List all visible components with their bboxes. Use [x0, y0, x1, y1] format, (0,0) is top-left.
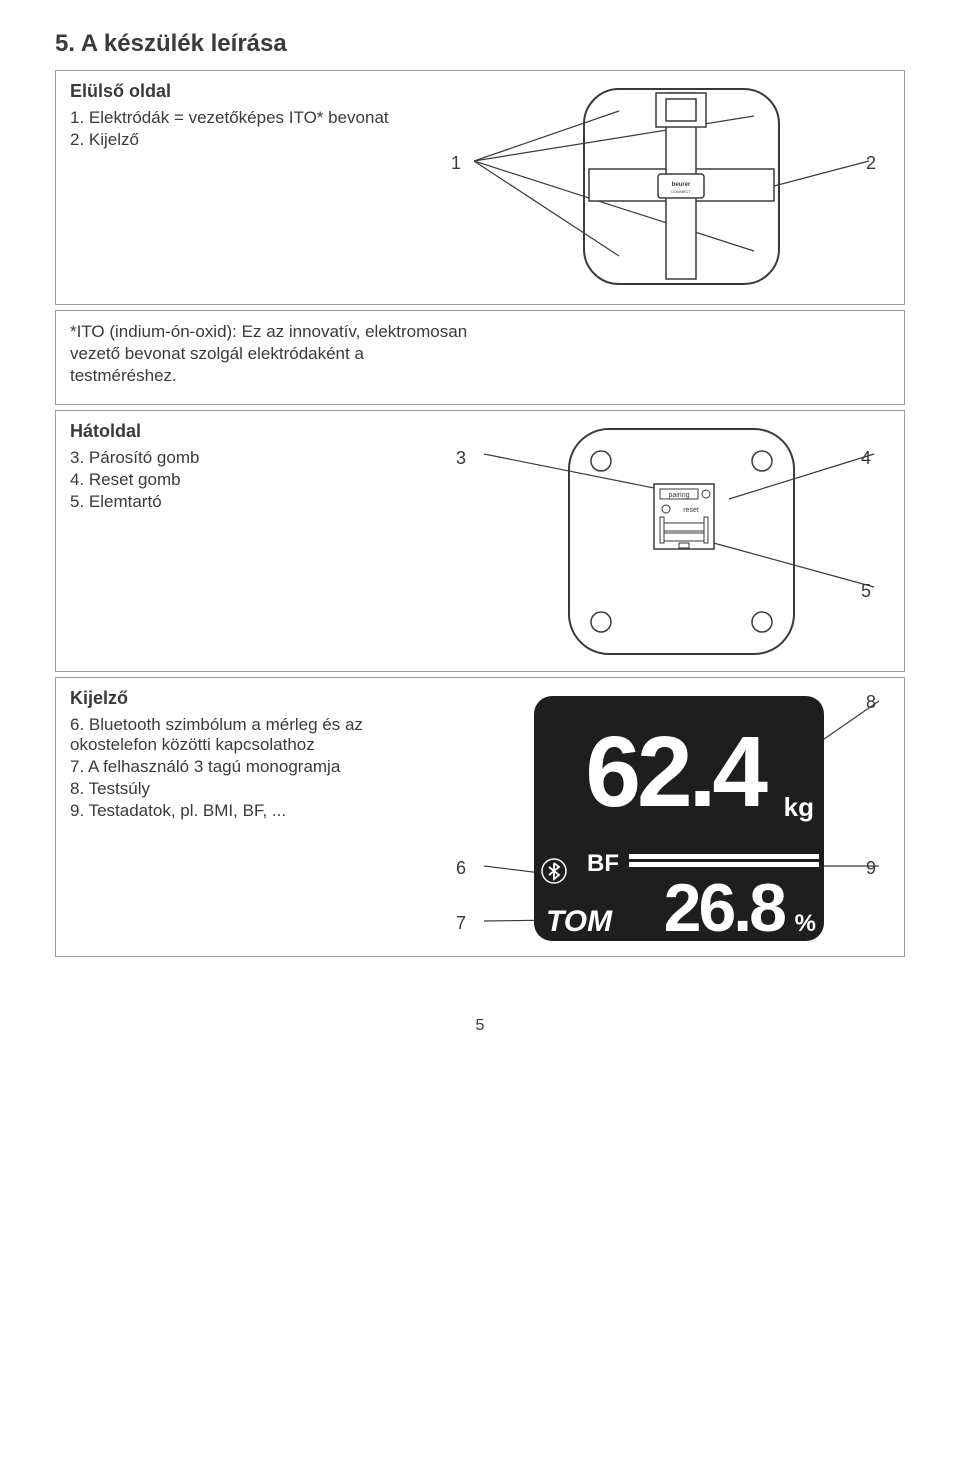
back-side-box: Hátoldal 3. Párosító gomb 4. Reset gomb …	[55, 410, 905, 672]
svg-text:%: %	[795, 910, 816, 937]
svg-text:pairing: pairing	[668, 492, 689, 499]
ito-note-box: *ITO (indium-ón-oxid): Ez az innovatív, …	[55, 310, 905, 405]
svg-text:TOM: TOM	[546, 905, 613, 938]
front-side-box: Elülső oldal 1. Elektródák = vezetőképes…	[55, 70, 905, 305]
svg-text:beurer: beurer	[672, 182, 691, 188]
svg-text:reset: reset	[683, 507, 699, 514]
svg-text:CONNECT: CONNECT	[671, 189, 691, 194]
scale-front-diagram: beurer CONNECT	[474, 81, 884, 296]
display-box: Kijelző 6. Bluetooth szimbólum a mérleg …	[55, 677, 905, 957]
lcd-display-diagram: 62.4 kg BF 26.8 % TOM	[484, 686, 884, 946]
scale-back-diagram: pairing reset	[484, 419, 884, 664]
svg-text:26.8: 26.8	[664, 870, 786, 946]
section-title: 5. A készülék leírása	[55, 30, 905, 58]
svg-text:kg: kg	[784, 792, 814, 822]
svg-text:BF: BF	[587, 850, 619, 877]
callout-1: 1	[451, 153, 461, 174]
ito-note-text: *ITO (indium-ón-oxid): Ez az innovatív, …	[70, 321, 470, 387]
svg-text:62.4: 62.4	[585, 716, 768, 828]
page-number: 5	[55, 1017, 905, 1035]
display-item-6: 6. Bluetooth szimbólum a mérleg és az ok…	[70, 715, 430, 755]
callout-3: 3	[456, 448, 466, 469]
callout-7: 7	[456, 913, 466, 934]
callout-6: 6	[456, 858, 466, 879]
